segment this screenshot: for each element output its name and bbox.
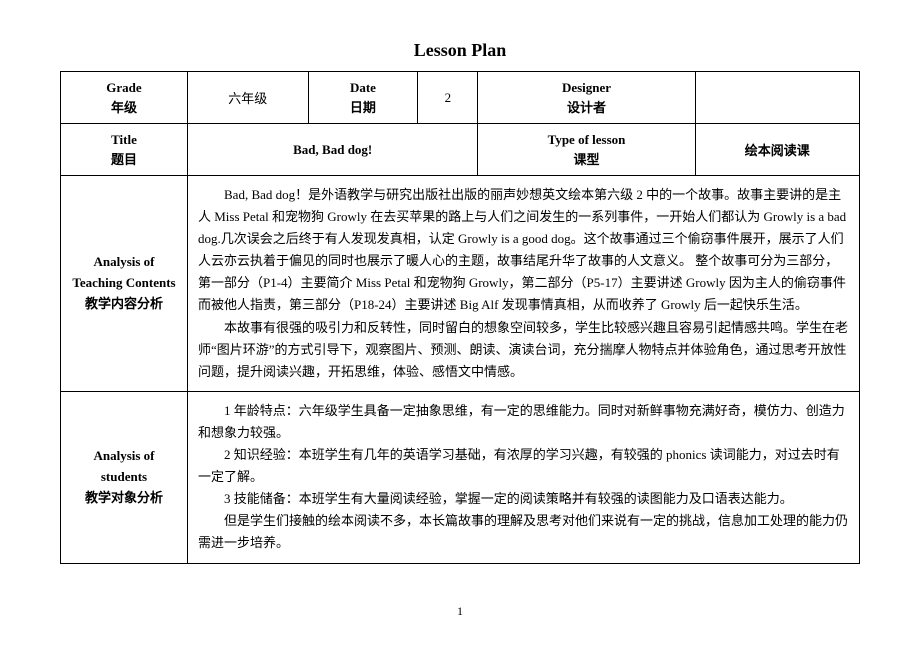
row-analysis-students: Analysis of students 教学对象分析 1 年龄特点：六年级学生… xyxy=(61,391,860,563)
analysis-contents-body: Bad, Bad dog！是外语教学与研究出版社出版的丽声妙想英文绘本第六级 2… xyxy=(188,176,860,392)
title-label-en: Title xyxy=(111,132,137,147)
page-number: 1 xyxy=(60,604,860,619)
designer-label: Designer 设计者 xyxy=(478,72,695,124)
analysis-contents-p2: 本故事有很强的吸引力和反转性，同时留白的想象空间较多，学生比较感兴趣且容易引起情… xyxy=(198,317,849,383)
analysis-students-p1: 1 年龄特点：六年级学生具备一定抽象思维，有一定的思维能力。同时对新鲜事物充满好… xyxy=(198,400,849,444)
date-label-cn: 日期 xyxy=(350,100,376,115)
date-label-en: Date xyxy=(350,80,376,95)
analysis-students-p2: 2 知识经验：本班学生有几年的英语学习基础，有浓厚的学习兴趣，有较强的 phon… xyxy=(198,444,849,488)
analysis-contents-p1: Bad, Bad dog！是外语教学与研究出版社出版的丽声妙想英文绘本第六级 2… xyxy=(198,184,849,317)
analysis-students-label: Analysis of students 教学对象分析 xyxy=(61,391,188,563)
page-title: Lesson Plan xyxy=(60,40,860,61)
analysis-students-cn: 教学对象分析 xyxy=(85,490,163,505)
row-title: Title 题目 Bad, Bad dog! Type of lesson 课型… xyxy=(61,124,860,176)
title-label-cn: 题目 xyxy=(111,152,137,167)
analysis-students-p3: 3 技能储备：本班学生有大量阅读经验，掌握一定的阅读策略并有较强的读图能力及口语… xyxy=(198,488,849,510)
row-analysis-contents: Analysis of Teaching Contents 教学内容分析 Bad… xyxy=(61,176,860,392)
type-label: Type of lesson 课型 xyxy=(478,124,695,176)
analysis-students-body: 1 年龄特点：六年级学生具备一定抽象思维，有一定的思维能力。同时对新鲜事物充满好… xyxy=(188,391,860,563)
type-label-cn: 课型 xyxy=(574,152,600,167)
grade-value: 六年级 xyxy=(188,72,309,124)
title-value: Bad, Bad dog! xyxy=(188,124,478,176)
type-label-en: Type of lesson xyxy=(548,132,626,147)
grade-label-en: Grade xyxy=(106,80,141,95)
analysis-contents-cn: 教学内容分析 xyxy=(85,296,163,311)
date-label: Date 日期 xyxy=(308,72,418,124)
grade-label-cn: 年级 xyxy=(111,100,137,115)
designer-value xyxy=(695,72,859,124)
analysis-students-p4: 但是学生们接触的绘本阅读不多，本长篇故事的理解及思考对他们来说有一定的挑战，信息… xyxy=(198,510,849,554)
lesson-plan-table: Grade 年级 六年级 Date 日期 2 Designer 设计者 Titl… xyxy=(60,71,860,564)
analysis-contents-label: Analysis of Teaching Contents 教学内容分析 xyxy=(61,176,188,392)
designer-label-en: Designer xyxy=(562,80,611,95)
analysis-students-en: Analysis of students xyxy=(93,448,154,484)
type-value: 绘本阅读课 xyxy=(695,124,859,176)
row-grade: Grade 年级 六年级 Date 日期 2 Designer 设计者 xyxy=(61,72,860,124)
date-value: 2 xyxy=(418,72,478,124)
analysis-contents-en: Analysis of Teaching Contents xyxy=(72,254,175,290)
designer-label-cn: 设计者 xyxy=(567,100,606,115)
grade-label: Grade 年级 xyxy=(61,72,188,124)
title-label: Title 题目 xyxy=(61,124,188,176)
